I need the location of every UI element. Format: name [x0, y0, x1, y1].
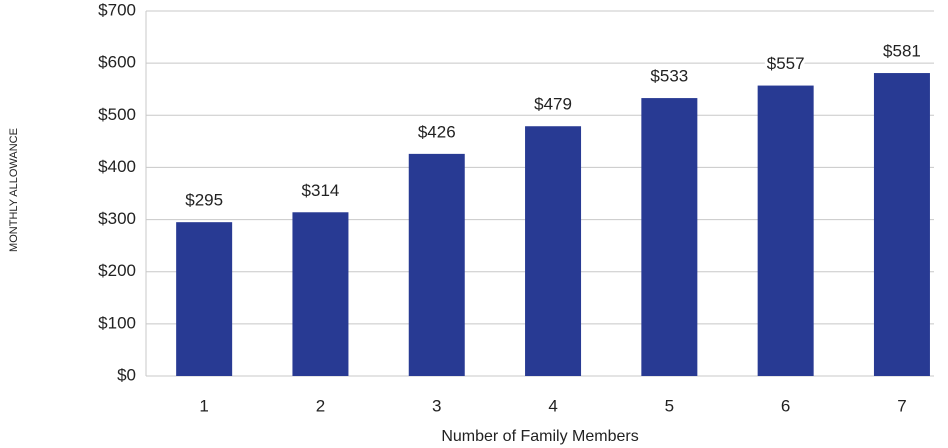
value-label: $314 — [302, 181, 340, 200]
bar — [176, 222, 233, 376]
x-tick-label: 5 — [665, 396, 674, 415]
y-tick-label: $500 — [98, 105, 136, 124]
bar — [292, 212, 349, 376]
x-tick-label: 4 — [548, 396, 557, 415]
value-label: $479 — [534, 95, 572, 114]
x-tick-label: 2 — [316, 396, 325, 415]
y-tick-label: $700 — [98, 0, 136, 19]
value-label: $557 — [767, 54, 805, 73]
bar — [525, 126, 582, 376]
y-tick-label: $400 — [98, 157, 136, 176]
bar — [757, 85, 814, 377]
x-tick-label: 7 — [897, 396, 906, 415]
x-tick-label: 3 — [432, 396, 441, 415]
y-tick-label: $200 — [98, 261, 136, 280]
y-tick-label: $100 — [98, 313, 136, 332]
bar — [641, 98, 698, 376]
bar — [873, 73, 930, 377]
x-axis-label: Number of Family Members — [441, 428, 638, 445]
y-axis-label: MONTHLY ALLOWANCE — [8, 128, 20, 252]
value-label: $426 — [418, 122, 456, 141]
y-tick-label: $600 — [98, 53, 136, 72]
value-label: $295 — [185, 191, 223, 210]
y-tick-label: $0 — [117, 365, 136, 384]
value-label: $581 — [883, 42, 921, 61]
value-label: $533 — [650, 67, 688, 86]
x-tick-label: 1 — [199, 396, 208, 415]
bar — [408, 153, 465, 376]
x-tick-label: 6 — [781, 396, 790, 415]
y-tick-label: $300 — [98, 209, 136, 228]
